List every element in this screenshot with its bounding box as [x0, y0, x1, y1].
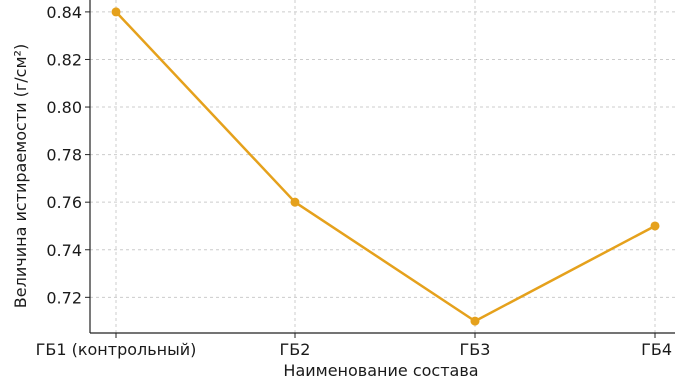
- axes: [89, 0, 675, 334]
- data-point: [111, 7, 121, 17]
- y-tick-label: 0.78: [46, 146, 82, 165]
- data-point: [470, 316, 480, 326]
- data-point: [290, 197, 300, 207]
- x-tick-label: ГБ1 (контрольный): [36, 340, 197, 359]
- grid: [90, 0, 675, 333]
- x-tick-label: ГБ3: [460, 340, 491, 359]
- y-tick-label: 0.84: [46, 3, 82, 22]
- y-tick-label: 0.74: [46, 241, 82, 260]
- data-point: [650, 221, 660, 231]
- x-axis-title: Наименование состава: [283, 361, 478, 380]
- y-ticks: 0.72 0.74 0.76 0.78 0.80 0.82 0.84: [46, 3, 90, 307]
- x-ticks: ГБ1 (контрольный) ГБ2 ГБ3 ГБ4: [36, 333, 672, 359]
- y-tick-label: 0.72: [46, 288, 82, 307]
- y-tick-label: 0.76: [46, 193, 82, 212]
- y-tick-label: 0.80: [46, 98, 82, 117]
- series-line: [115, 11, 656, 323]
- y-axis-title: Величина истираемости (г/см²): [11, 44, 30, 308]
- x-tick-label: ГБ4: [641, 340, 672, 359]
- y-tick-label: 0.82: [46, 50, 82, 69]
- series: [111, 7, 660, 326]
- x-tick-label: ГБ2: [280, 340, 311, 359]
